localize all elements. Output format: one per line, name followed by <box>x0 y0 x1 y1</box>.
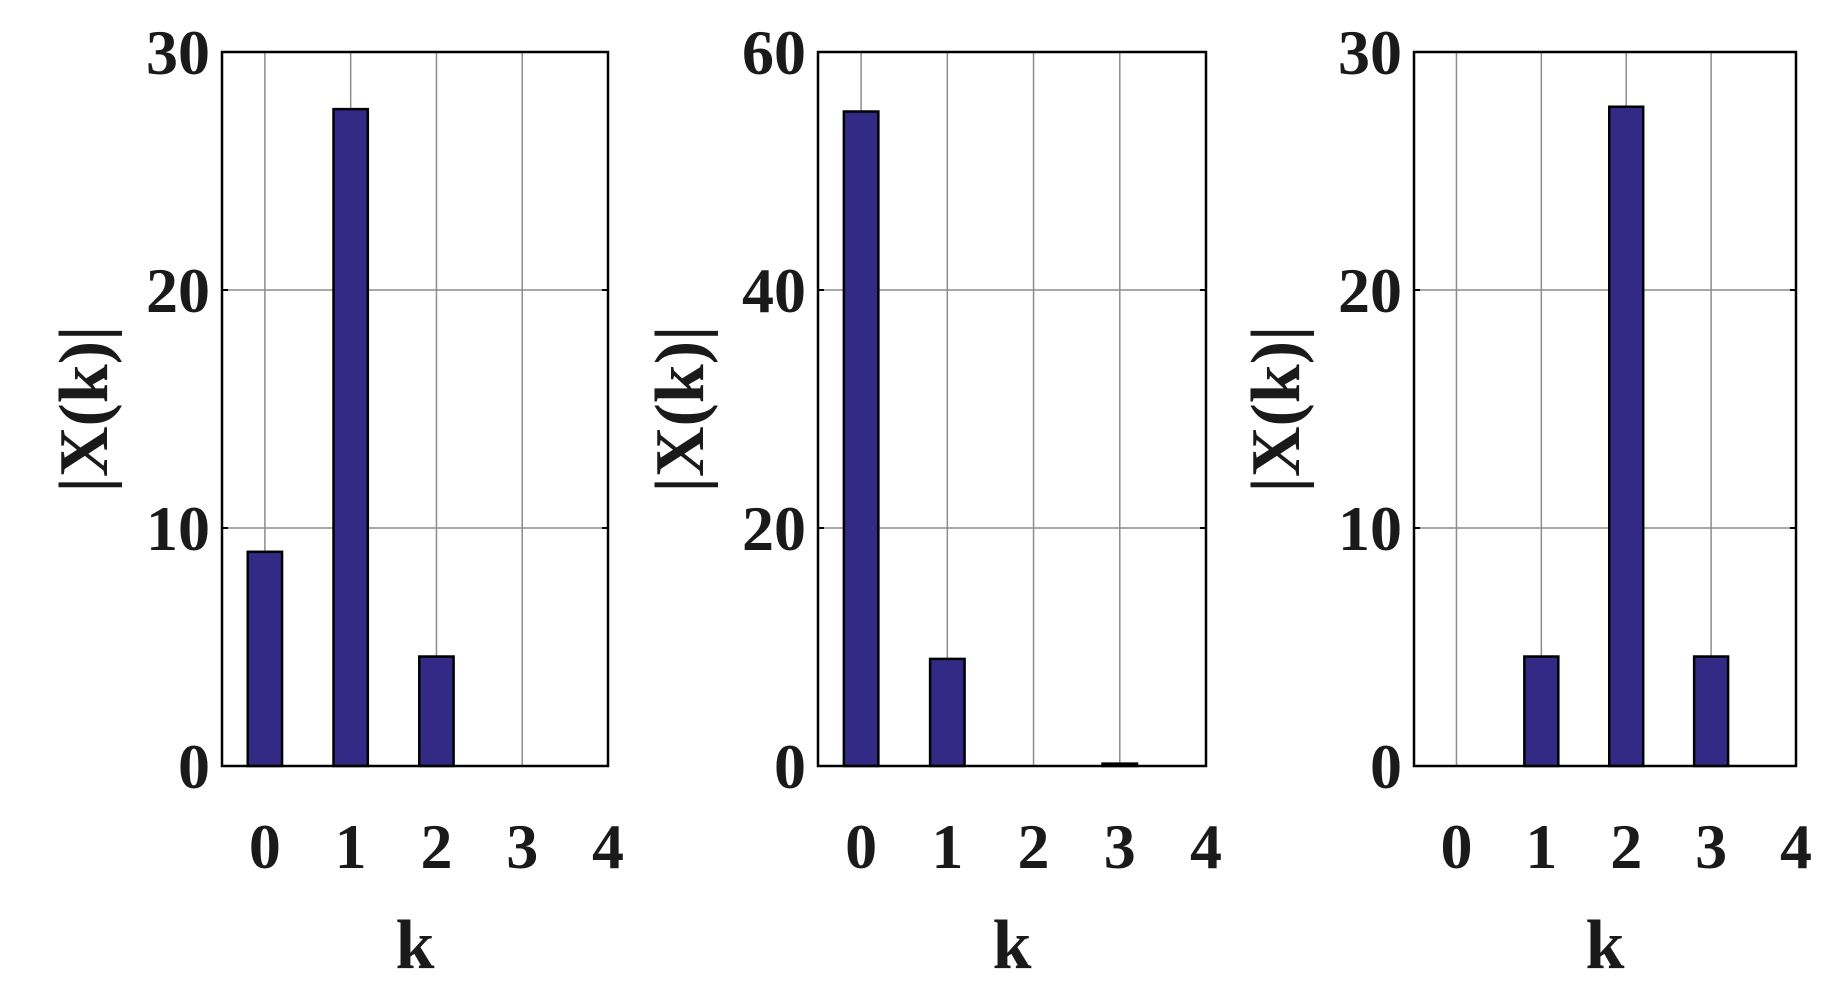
y-tick-label-2-2: 20 <box>1338 255 1402 326</box>
y-tick-label-2-0: 0 <box>1370 731 1402 802</box>
bar-2-3 <box>1692 655 1730 768</box>
bar-1-1 <box>928 657 966 768</box>
bar-2-2 <box>1607 105 1645 768</box>
x-tick-label-0-1: 1 <box>335 811 367 882</box>
x-tick-label-1-1: 1 <box>931 811 963 882</box>
y-tick-label-1-0: 0 <box>774 731 806 802</box>
plot-area-2 <box>1414 52 1796 766</box>
plot-frame-1 <box>816 50 1208 768</box>
x-tick-label-2-2: 2 <box>1610 811 1642 882</box>
x-tick-label-1-4: 4 <box>1190 811 1222 882</box>
plot-area-1 <box>818 52 1206 766</box>
y-axis-label-2: |X(k)| <box>1238 326 1315 493</box>
y-tick-label-0-3: 30 <box>146 17 210 88</box>
x-tick-label-2-4: 4 <box>1780 811 1812 882</box>
x-tick-label-1-0: 0 <box>845 811 877 882</box>
y-axis-label-0: |X(k)| <box>46 326 123 493</box>
y-tick-label-1-3: 60 <box>742 17 806 88</box>
plot-frame-0 <box>220 50 610 768</box>
x-tick-label-1-2: 2 <box>1018 811 1050 882</box>
bar-2-1 <box>1523 655 1560 768</box>
x-tick-label-2-1: 1 <box>1525 811 1557 882</box>
x-tick-label-0-0: 0 <box>249 811 281 882</box>
bar-1-0 <box>842 110 880 768</box>
bar-0-2 <box>418 655 455 768</box>
y-tick-label-1-1: 20 <box>742 493 806 564</box>
y-tick-label-2-3: 30 <box>1338 17 1402 88</box>
y-tick-label-0-0: 0 <box>178 731 210 802</box>
x-axis-label-2: k <box>1586 907 1625 984</box>
x-tick-label-0-4: 4 <box>592 811 624 882</box>
x-axis-label-0: k <box>396 907 435 984</box>
plot-frame-2 <box>1412 50 1798 768</box>
y-tick-label-1-2: 40 <box>742 255 806 326</box>
x-tick-label-0-3: 3 <box>506 811 538 882</box>
y-tick-label-0-1: 10 <box>146 493 210 564</box>
x-tick-label-2-0: 0 <box>1440 811 1472 882</box>
bar-0-0 <box>246 550 284 768</box>
y-axis-label-1: |X(k)| <box>642 326 719 493</box>
y-tick-label-0-2: 20 <box>146 255 210 326</box>
plot-area-0 <box>222 52 608 766</box>
x-axis-label-1: k <box>993 907 1032 984</box>
x-tick-label-0-2: 2 <box>420 811 452 882</box>
y-tick-label-2-1: 10 <box>1338 493 1402 564</box>
x-tick-label-2-3: 3 <box>1695 811 1727 882</box>
x-tick-label-1-3: 3 <box>1104 811 1136 882</box>
bar-0-1 <box>332 107 370 768</box>
